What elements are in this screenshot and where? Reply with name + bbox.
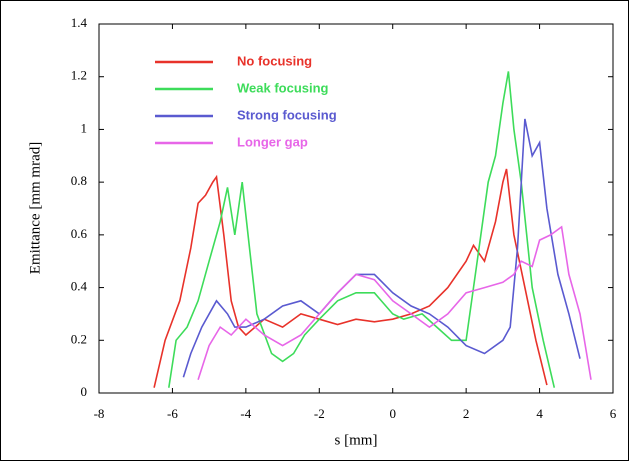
y-tick-label: 1: [81, 120, 88, 135]
legend-label: Longer gap: [237, 134, 308, 149]
x-tick-label: 0: [389, 406, 396, 421]
y-tick-label: 0.8: [71, 173, 87, 188]
y-tick-label: 0.4: [71, 279, 88, 294]
x-tick-label: 2: [463, 406, 470, 421]
y-tick-label: 1.2: [71, 68, 87, 83]
legend-label: Weak focusing: [237, 80, 329, 95]
plot-area: [98, 23, 614, 394]
x-tick-label: 6: [610, 406, 617, 421]
x-tick-label: -4: [240, 406, 251, 421]
x-axis-label: s [mm]: [335, 432, 378, 448]
y-tick-label: 0.6: [71, 226, 88, 241]
y-tick-label: 1.4: [71, 15, 88, 30]
series-line: [197, 225, 592, 381]
y-tick-label: 0.2: [71, 331, 87, 346]
x-tick-label: -2: [314, 406, 325, 421]
series-line: [182, 118, 581, 378]
y-tick-label: 0: [81, 384, 88, 399]
legend-label: Strong focusing: [237, 107, 337, 122]
series-line: [168, 71, 556, 388]
x-tick-label: -6: [167, 406, 178, 421]
x-tick-label: 4: [536, 406, 543, 421]
x-tick-label: -8: [94, 406, 105, 421]
legend-label: No focusing: [237, 53, 312, 68]
y-axis-label: Emittance [mm mrad]: [27, 142, 43, 274]
series-line: [153, 168, 548, 388]
